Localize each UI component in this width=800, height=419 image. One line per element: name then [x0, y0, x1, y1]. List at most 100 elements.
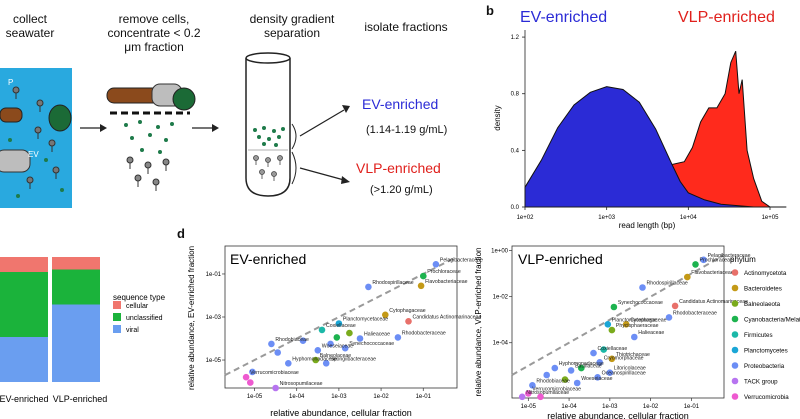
scatter-point	[551, 364, 559, 372]
scatter-point	[318, 326, 326, 334]
scatter-point	[356, 335, 364, 342]
phylum-legend-label: Balneolaeota	[744, 301, 781, 308]
scatter-point	[600, 346, 607, 353]
scatter-ytick-label: 1e-05	[206, 358, 222, 364]
scatter-point-label: Woeseiaceae	[581, 376, 612, 382]
scatter-point-label: Planctomycetaceae	[612, 317, 657, 323]
scatter-point	[335, 320, 343, 327]
stack-legend-swatch	[113, 313, 121, 321]
scatter-point-label: Rhodobiaceae	[275, 337, 309, 343]
scatter-point	[249, 368, 256, 376]
density-xtick-label: 1e+03	[598, 215, 616, 221]
stack-segment-cellular	[0, 257, 48, 272]
scatter-point	[622, 321, 630, 328]
scatter-point-label: Synechococcaceae	[618, 300, 663, 306]
stack-segment-viral	[0, 337, 48, 382]
step-density-label: density gradient separation	[249, 12, 335, 40]
scatter-ytick-label: 1e+00	[491, 249, 509, 255]
scatter-point	[639, 284, 646, 291]
scatter-point-label: Spongiibacteraceae	[330, 356, 376, 362]
stack-segment-unclassified	[0, 272, 48, 337]
phylum-legend-label: Actinomycetota	[744, 270, 787, 277]
scatter-point	[631, 333, 638, 341]
scatter-point	[567, 367, 575, 374]
scatter-xtick-label: 1e-02	[643, 404, 659, 410]
density-ytick-label: 0.4	[511, 148, 520, 154]
scatter-point-label: Woeseiaceae	[322, 343, 353, 349]
scatter-point-label: Litoricolaceae	[614, 366, 646, 372]
scatter-point	[606, 369, 614, 376]
scatter-point	[272, 384, 279, 392]
scatter-point	[242, 373, 250, 381]
stack-segment-viral	[52, 304, 100, 382]
stack-legend-swatch	[113, 301, 121, 309]
scatter-point	[341, 344, 349, 352]
scatter-point	[590, 349, 597, 357]
scatter-point	[382, 311, 389, 319]
stack-legend-label: viral	[126, 327, 139, 334]
scatter-point-label: Cryomorphaceae	[604, 355, 644, 361]
scatter-point-label: Flavobacteriaceae	[691, 270, 734, 276]
identity-line	[224, 255, 458, 376]
phylum-legend-dot	[731, 284, 739, 292]
workflow-schematic: P	[0, 52, 350, 208]
phylum-legend-dot	[731, 362, 739, 369]
phylum-legend-label: TACK group	[744, 379, 778, 386]
scatter-point	[561, 376, 569, 383]
scatter-point	[285, 360, 292, 367]
scatter-point-label: Synechococcaceae	[349, 341, 394, 347]
phylum-legend-label: Proteobacteria	[744, 363, 785, 370]
scatter-point-label: Prochloraceae	[700, 257, 734, 263]
scatter-point	[529, 382, 536, 389]
scatter-point	[327, 340, 334, 348]
sequence-type-stacked-bars: EV-enriched VLP-enriched sequence type c…	[0, 257, 166, 404]
scatter-point-label: Cytophagaceae	[630, 317, 666, 323]
scatter-point-label: Halieaceae	[364, 332, 390, 338]
scatter-point-label: Thiotrichaceae	[616, 352, 650, 358]
density-ytick-label: 1.2	[511, 35, 520, 41]
scatter-point	[432, 261, 440, 268]
scatter-point-label: Verrucomicrobiaceae	[250, 370, 299, 376]
density-ytick-label: 0.8	[511, 92, 520, 98]
scatter-point-label: Bacillaceae	[575, 363, 602, 369]
density-xtick-label: 1e+02	[517, 215, 535, 221]
density-legend-ev: EV-enriched	[520, 9, 607, 26]
step-remove-label: remove cells, concentrate < 0.2 μm fract…	[107, 12, 201, 54]
density-xlabel: read length (bp)	[619, 221, 676, 230]
scatter-point	[365, 283, 372, 291]
scatter-point-label: Halieaceae	[638, 330, 664, 336]
step-isolate-label: isolate fractions	[364, 20, 448, 34]
scatter-point	[610, 303, 618, 311]
scatter-point	[671, 302, 679, 310]
scatter-xtick-label: 1e-03	[602, 404, 618, 410]
scatter-point	[573, 379, 581, 387]
scatter-xtick-label: 1e-04	[561, 404, 577, 410]
scatter-point	[684, 273, 691, 281]
scatter-point	[596, 359, 603, 366]
scatter-point	[394, 334, 402, 341]
density-xtick-label: 1e+04	[680, 215, 698, 221]
read-length-density-chart: 1e+02 1e+03 1e+04 1e+05 0.0 0.4 0.8 1.2 read l…	[493, 9, 787, 230]
scatter-point-label: Cytophagaceae	[389, 308, 425, 314]
scatter-point-label: Coxiellaceae	[598, 346, 628, 352]
scatter-point-label: Prochloraceae	[427, 269, 461, 275]
scatter-point	[417, 282, 425, 290]
density-ylabel: density	[493, 105, 502, 130]
scatter-point-label: Flavobacteriaceae	[425, 279, 468, 285]
scatter-xtick-label: 1e-03	[331, 394, 347, 400]
scatter-point-label: Pelagibacteraceae	[440, 257, 483, 263]
vlp-fraction-name: VLP-enriched	[356, 160, 441, 176]
phylum-legend-label: Cyanobacteria/Melainabacteria	[744, 317, 800, 324]
phylum-legend-dot	[731, 346, 739, 354]
scatter-point	[299, 337, 307, 344]
scatter-point-label: Hyphomonadaceae	[292, 356, 337, 362]
scatter-point	[604, 321, 612, 328]
taxa-abundance-scatters: EV-enriched relative abundance, cellular…	[187, 245, 800, 419]
ev-plot-ylabel: relative abundance, EV-enriched fraction	[187, 246, 196, 390]
scatter-point-label: Rhodobacteraceae	[402, 330, 446, 336]
density-legend-vlp: VLP-enriched	[678, 9, 775, 26]
phylum-legend-dot	[731, 300, 739, 307]
scatter-point	[525, 390, 532, 397]
vlp-fraction-density: (>1.20 g/mL)	[370, 184, 433, 196]
density-ytick-label: 0.0	[511, 205, 520, 211]
